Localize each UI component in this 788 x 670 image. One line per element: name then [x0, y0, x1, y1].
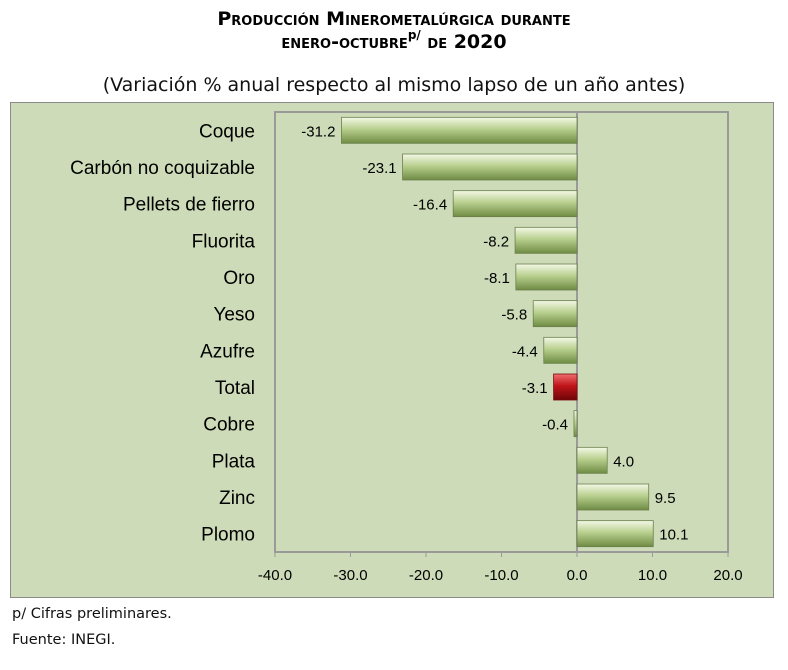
- bar: [515, 263, 578, 291]
- x-tick-label: -30.0: [333, 567, 367, 584]
- data-label: -31.2: [301, 123, 335, 140]
- data-label: 10.1: [659, 527, 688, 544]
- chart-subtitle: (Variación % anual respecto al mismo lap…: [102, 74, 686, 96]
- bar: [576, 520, 654, 548]
- category-label: Azufre: [200, 341, 255, 362]
- data-label: 9.5: [655, 490, 676, 507]
- data-label: -23.1: [362, 160, 396, 177]
- bar: [573, 410, 578, 438]
- bar: [543, 336, 578, 364]
- data-label: -16.4: [413, 197, 447, 214]
- x-tick-label: 20.0: [713, 567, 742, 584]
- category-label: Carbón no coquizable: [70, 158, 255, 179]
- bar: [341, 116, 578, 144]
- bar: [532, 300, 578, 328]
- chart-title-year: de 2020: [420, 31, 507, 53]
- x-tick-label: 10.0: [638, 567, 667, 584]
- data-label: -0.4: [542, 417, 568, 434]
- bar: [553, 373, 578, 401]
- data-label: -3.1: [522, 380, 548, 397]
- x-tick-label: 0.0: [567, 567, 588, 584]
- data-label: -8.1: [484, 270, 510, 287]
- bar: [514, 226, 578, 254]
- chart-title-line1: Producción Minerometalúrgica durante: [0, 8, 788, 30]
- category-label: Pellets de fierro: [123, 195, 255, 216]
- source-note: Fuente: INEGI.: [12, 632, 116, 648]
- data-label: 4.0: [613, 453, 634, 470]
- data-label: -4.4: [512, 343, 538, 360]
- chart-title-period: enero-octubre: [281, 31, 408, 53]
- bar: [452, 190, 578, 218]
- category-label: Oro: [223, 268, 255, 289]
- category-label: Plomo: [201, 525, 255, 546]
- chart-title-line2: enero-octubrep/ de 2020: [0, 28, 788, 53]
- x-tick-label: -20.0: [409, 567, 443, 584]
- x-tick-label: -40.0: [258, 567, 292, 584]
- data-label: -5.8: [501, 307, 527, 324]
- chart-title-superscript: p/: [407, 28, 421, 42]
- category-label: Zinc: [219, 488, 255, 509]
- category-label: Cobre: [203, 415, 255, 436]
- bar: [576, 483, 650, 511]
- category-label: Fluorita: [192, 231, 256, 252]
- data-label: -8.2: [483, 233, 509, 250]
- category-label: Total: [215, 378, 255, 399]
- chart-title-text: Producción Minerometalúrgica durante: [217, 8, 571, 30]
- category-label: Yeso: [213, 305, 255, 326]
- bar: [402, 153, 578, 181]
- plot-area: [274, 111, 729, 553]
- bar: [576, 446, 608, 474]
- category-label: Plata: [212, 451, 256, 472]
- footnote: p/ Cifras preliminares.: [12, 606, 172, 622]
- x-tick-label: -10.0: [484, 567, 518, 584]
- category-label: Coque: [199, 121, 255, 142]
